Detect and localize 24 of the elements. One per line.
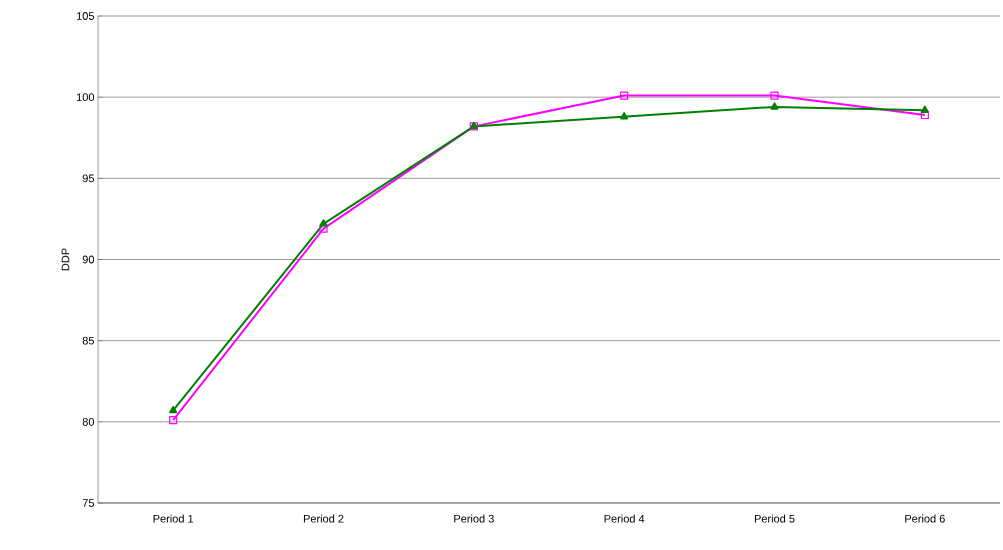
x-tick-label: Period 6 [905,514,945,523]
point [169,416,178,425]
x-tick-label: Period 4 [604,514,645,523]
point [169,405,178,414]
point [770,91,779,100]
y-tick-label: 90 [82,255,95,264]
y-axis-title: DDP [61,248,70,271]
point [319,224,328,233]
point [620,112,629,120]
x-tick-label: Period 1 [153,514,194,523]
point [920,110,929,120]
y-tick-label: 75 [82,499,94,507]
y-tick-label: 85 [82,336,94,345]
point [620,91,629,100]
y-tick-label: 100 [76,93,95,102]
point [319,219,328,227]
x-tick-label: Period 3 [454,514,494,523]
point [920,105,929,113]
y-tick-label: 95 [82,174,94,183]
y-tick-label: 105 [76,12,94,20]
point [770,102,779,110]
x-tick-label: Period 2 [303,514,344,523]
x-tick-label: Period 5 [754,514,795,523]
y-tick-label: 80 [82,417,95,426]
